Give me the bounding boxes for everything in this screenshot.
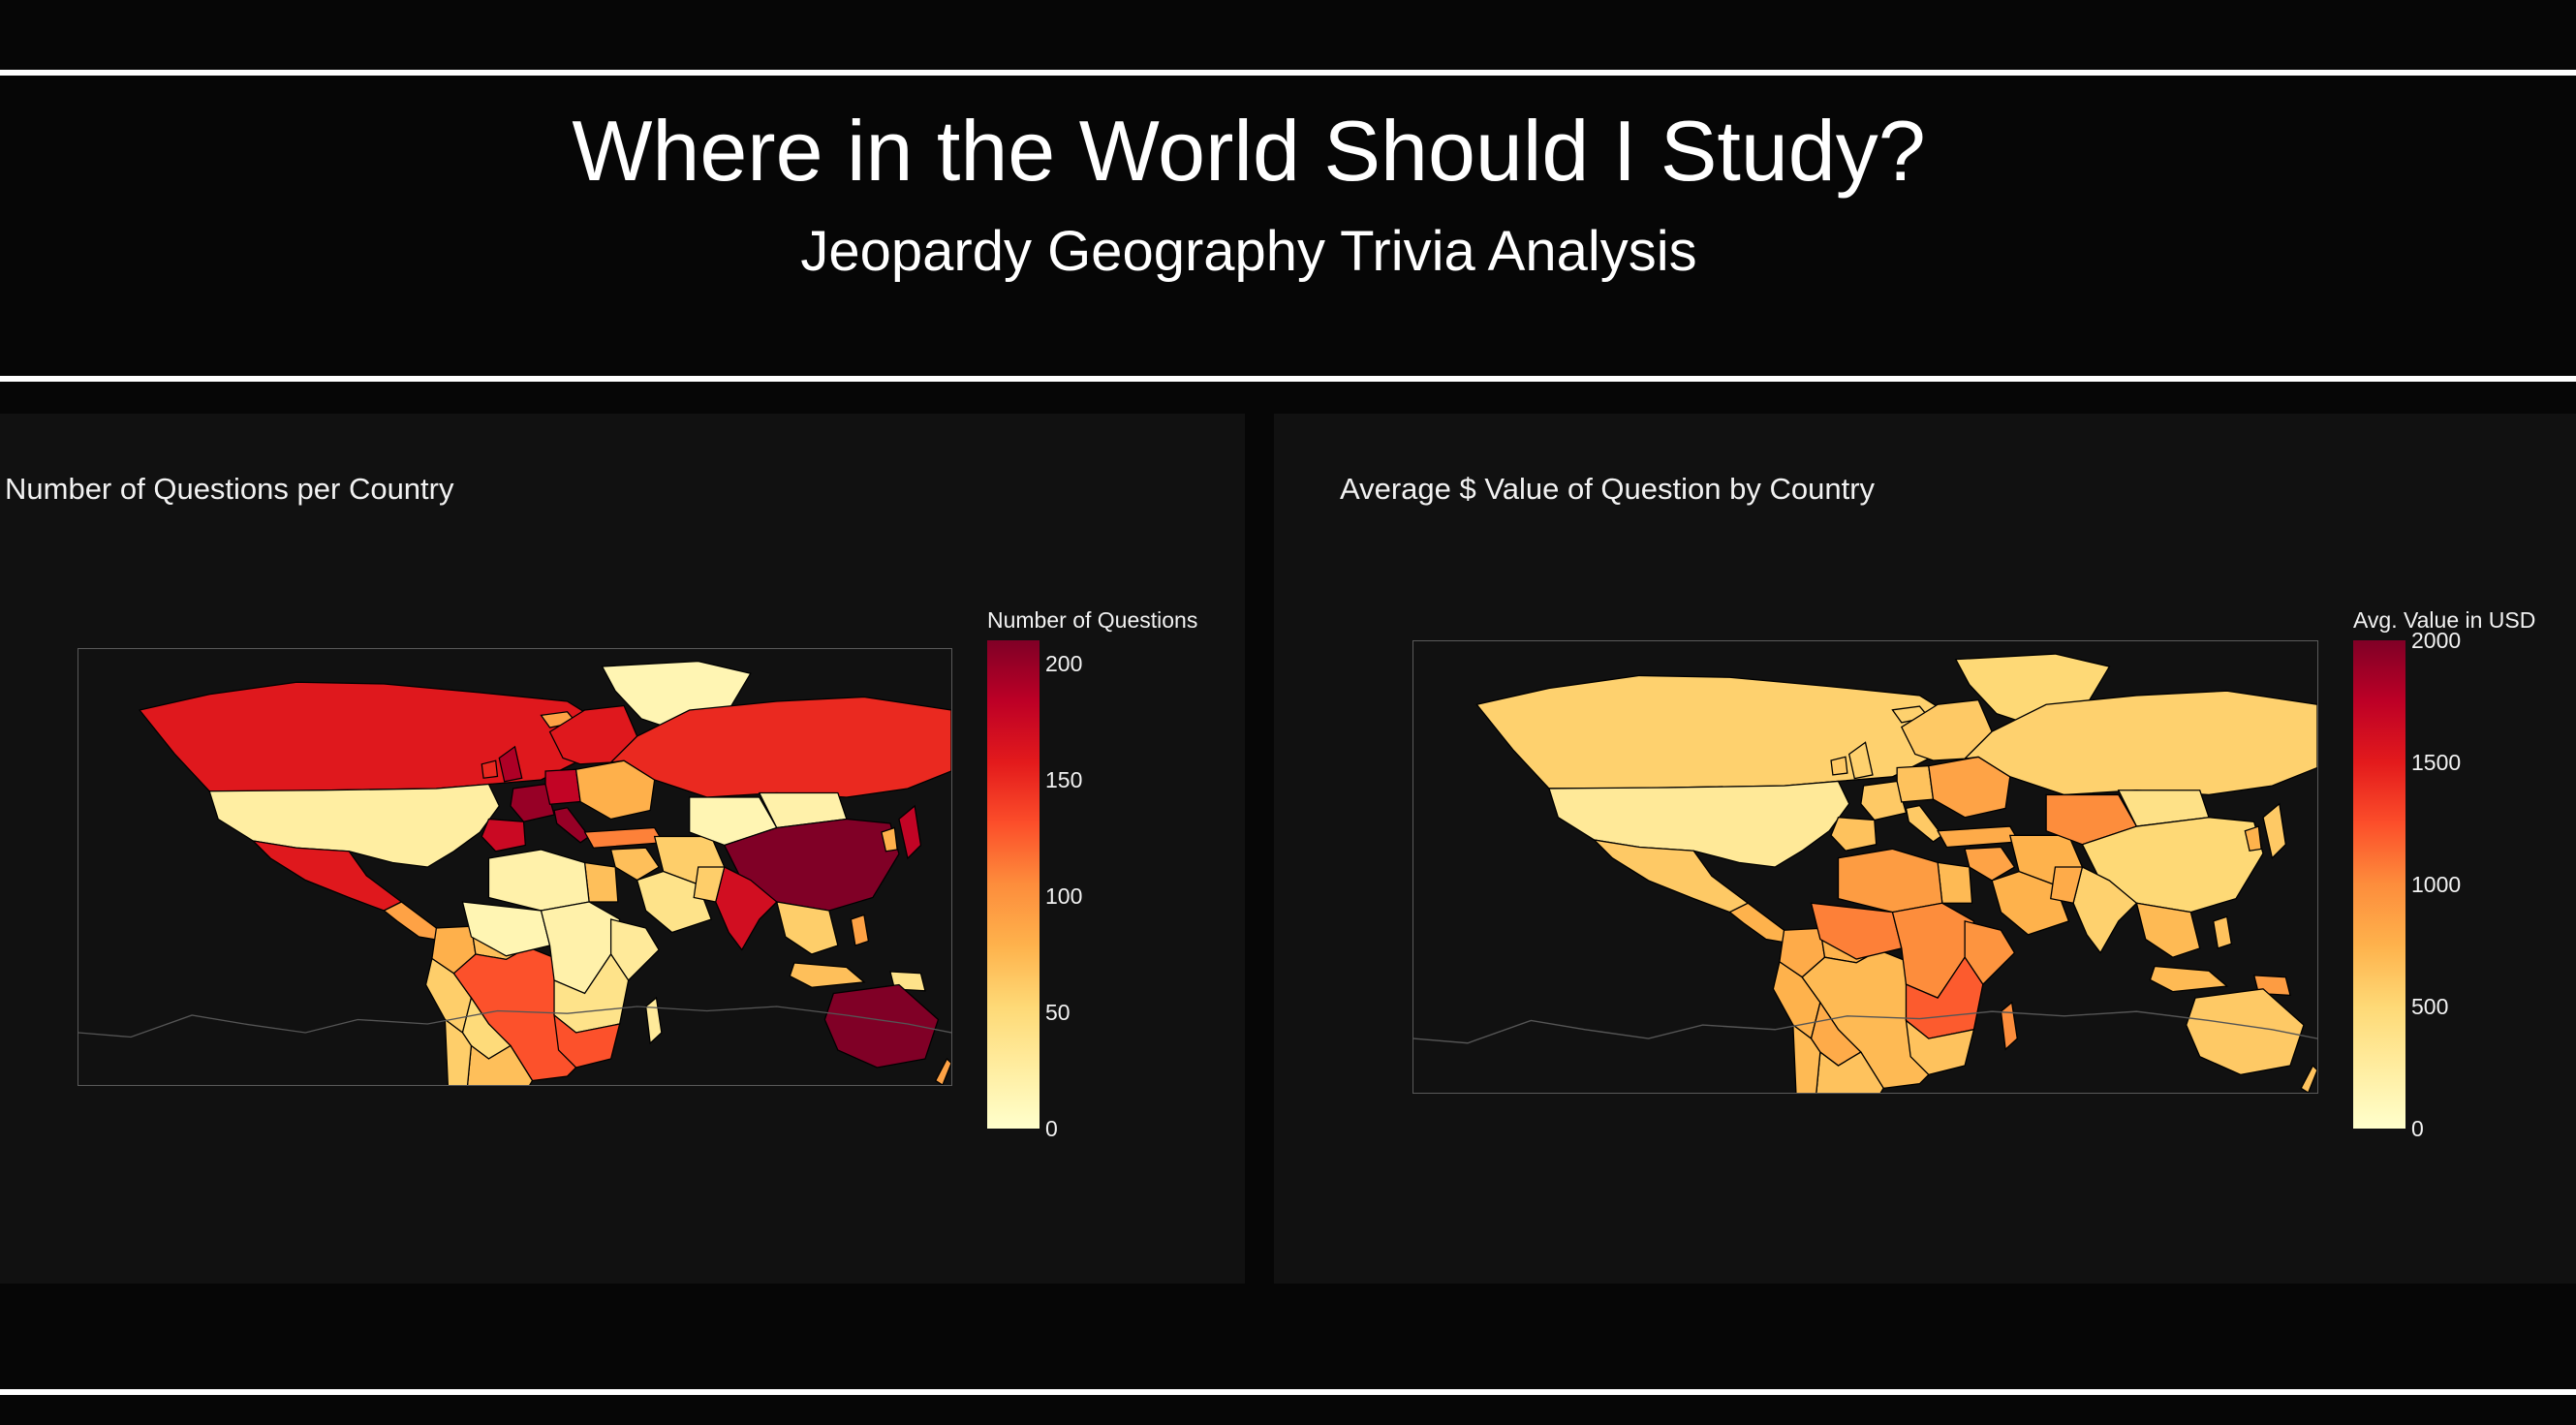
questions-region-pakistan[interactable]	[693, 866, 726, 903]
value-region-chile[interactable]	[1792, 1023, 1821, 1093]
questions-region-india[interactable]	[715, 866, 778, 951]
questions-colorbar-tick: 200	[1045, 651, 1083, 676]
value-region-ireland[interactable]	[1830, 756, 1848, 776]
top-divider	[0, 70, 2576, 76]
value-region-egypt[interactable]	[1937, 861, 1973, 904]
value-region-korea[interactable]	[2244, 825, 2262, 852]
value-colorbar-title: Avg. Value in USD	[2353, 607, 2536, 633]
value-region-northafrica[interactable]	[1837, 848, 1943, 914]
value-region-germany[interactable]	[1896, 764, 1935, 803]
value-region-saudi[interactable]	[1991, 870, 2070, 936]
questions-region-italy[interactable]	[553, 807, 590, 844]
value-region-madagascar[interactable]	[2000, 1001, 2018, 1051]
questions-region-germany[interactable]	[544, 768, 581, 805]
value-region-seasia[interactable]	[2135, 902, 2201, 958]
questions-region-egypt[interactable]	[583, 861, 619, 903]
questions-colorbar-tick: 100	[1045, 883, 1083, 909]
page-subtitle: Jeopardy Geography Trivia Analysis	[800, 220, 1697, 283]
questions-region-britain[interactable]	[498, 745, 523, 783]
questions-region-newzealand[interactable]	[934, 1057, 951, 1085]
questions-map[interactable]	[78, 648, 952, 1086]
value-region-india[interactable]	[2072, 866, 2138, 954]
questions-region-chile[interactable]	[444, 1018, 473, 1086]
value-colorbar-tick: 500	[2411, 994, 2449, 1019]
value-map-svg	[1413, 653, 2317, 1093]
questions-region-eastafrica[interactable]	[609, 918, 660, 981]
value-region-spain[interactable]	[1830, 817, 1878, 852]
value-region-argentina[interactable]	[1812, 1050, 1884, 1093]
value-colorbar-tick: 1000	[2411, 872, 2462, 897]
questions-colorbar	[987, 640, 1040, 1129]
value-region-italy[interactable]	[1905, 804, 1943, 843]
questions-region-australia[interactable]	[823, 983, 940, 1069]
value-region-newzealand[interactable]	[2300, 1064, 2317, 1093]
value-region-middleeast[interactable]	[1964, 846, 2016, 882]
questions-region-russia[interactable]	[608, 696, 951, 798]
questions-colorbar-title: Number of Questions	[987, 607, 1198, 633]
value-region-france[interactable]	[1860, 780, 1908, 821]
value-region-eastafrica[interactable]	[1964, 920, 2016, 986]
bottom-divider	[0, 1389, 2576, 1395]
value-region-pakistan[interactable]	[2050, 866, 2084, 905]
questions-region-indonesia[interactable]	[789, 962, 866, 988]
value-colorbar-tick: 2000	[2411, 628, 2462, 653]
value-region-canada[interactable]	[1475, 674, 1957, 790]
value-colorbar	[2353, 640, 2405, 1129]
questions-antarctica-outline	[78, 1006, 951, 1038]
value-region-indonesia[interactable]	[2149, 965, 2229, 993]
questions-region-madagascar[interactable]	[644, 996, 663, 1045]
value-region-westafrica[interactable]	[1810, 902, 1903, 960]
value-region-australia[interactable]	[2186, 988, 2305, 1076]
questions-region-japan[interactable]	[898, 804, 922, 860]
questions-region-southafrica[interactable]	[553, 1013, 621, 1069]
questions-region-seasia[interactable]	[775, 901, 839, 955]
value-map-panel: Average $ Value of Question by Country A…	[1274, 414, 2576, 1284]
value-region-usa[interactable]	[1548, 780, 1850, 868]
questions-region-ireland[interactable]	[481, 759, 499, 779]
questions-map-title: Number of Questions per Country	[5, 472, 454, 506]
value-region-japan[interactable]	[2262, 802, 2287, 859]
questions-region-canada[interactable]	[138, 681, 604, 792]
questions-region-france[interactable]	[510, 783, 555, 822]
questions-map-panel: Number of Questions per Country Number o…	[0, 414, 1245, 1284]
value-colorbar-tick: 1500	[2411, 750, 2462, 775]
questions-region-westafrica[interactable]	[461, 901, 551, 957]
questions-region-argentina[interactable]	[462, 1044, 534, 1086]
questions-region-turkey[interactable]	[583, 826, 665, 849]
questions-region-spain[interactable]	[481, 818, 526, 852]
value-region-russia[interactable]	[1963, 690, 2317, 796]
questions-region-usa[interactable]	[208, 783, 501, 868]
questions-region-northafrica[interactable]	[487, 849, 590, 912]
questions-colorbar-tick: 50	[1045, 1000, 1071, 1025]
questions-colorbar-tick: 0	[1045, 1116, 1058, 1141]
page-title: Where in the World Should I Study?	[572, 103, 1926, 199]
questions-region-middleeast[interactable]	[609, 847, 661, 882]
value-map-title: Average $ Value of Question by Country	[1340, 472, 1876, 506]
value-antarctica-outline	[1413, 1010, 2317, 1044]
questions-region-philippines[interactable]	[850, 914, 870, 946]
questions-map-svg	[78, 660, 951, 1086]
questions-region-korea[interactable]	[881, 826, 898, 852]
value-map[interactable]	[1412, 640, 2318, 1094]
questions-region-saudi[interactable]	[636, 870, 713, 934]
header-divider	[0, 376, 2576, 382]
value-region-southafrica[interactable]	[1905, 1018, 1975, 1076]
value-region-philippines[interactable]	[2212, 915, 2233, 949]
value-colorbar-tick: 0	[2411, 1116, 2424, 1141]
value-region-turkey[interactable]	[1937, 825, 2021, 849]
questions-colorbar-tick: 150	[1045, 767, 1083, 792]
value-region-britain[interactable]	[1847, 741, 1874, 780]
